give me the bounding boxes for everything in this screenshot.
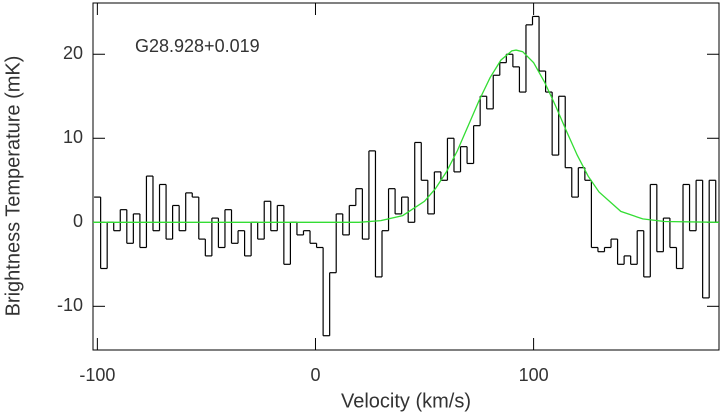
x-axis-label: Velocity (km/s) xyxy=(341,390,471,412)
y-tick-label: 20 xyxy=(63,43,83,63)
annotation: G28.928+0.019 xyxy=(135,36,260,56)
x-tick-label: 0 xyxy=(310,365,320,385)
y-tick-label: 0 xyxy=(73,211,83,231)
gaussian-fit xyxy=(93,49,719,223)
y-tick-label: 10 xyxy=(63,127,83,147)
spectrum xyxy=(93,15,719,337)
x-tick-label: -100 xyxy=(79,365,115,385)
x-tick-label: 100 xyxy=(519,365,549,385)
plot-frame xyxy=(92,2,720,351)
y-axis-label: Brightness Temperature (mK) xyxy=(2,56,24,317)
y-tick-label: -10 xyxy=(57,295,83,315)
